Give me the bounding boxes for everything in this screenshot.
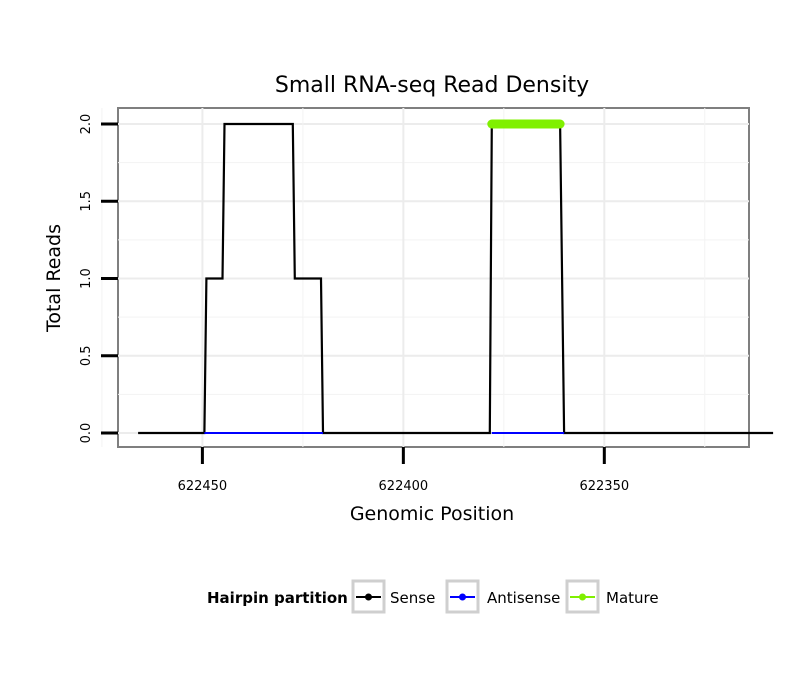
x-tick-label: 622350 [579, 479, 629, 494]
legend-key-dot [459, 593, 466, 601]
y-axis-title: Total Reads [43, 224, 65, 333]
legend-title: Hairpin partition [207, 589, 348, 607]
legend-key-dot [365, 593, 372, 601]
legend-label: Sense [390, 589, 435, 607]
y-tick-label: 1.0 [79, 268, 94, 289]
legend-item-antisense: Antisense [445, 579, 560, 614]
series-layer [138, 119, 774, 435]
legend: Hairpin partition Sense Antisense Mature [207, 579, 659, 614]
legend-item-mature: Mature [565, 579, 659, 614]
y-axis: 0.0 0.5 1.0 1.5 2.0 [79, 114, 118, 444]
x-axis-title: Genomic Position [350, 503, 514, 525]
x-axis: 622450 622400 622350 [178, 447, 629, 494]
legend-label: Antisense [487, 589, 560, 607]
y-tick-label: 1.5 [79, 191, 94, 212]
chart-title: Small RNA-seq Read Density [275, 73, 589, 98]
y-tick-label: 0.0 [79, 423, 94, 444]
legend-item-sense: Sense [351, 579, 435, 614]
legend-key-dot [579, 593, 586, 601]
y-tick-label: 2.0 [79, 114, 94, 135]
y-tick-label: 0.5 [79, 345, 94, 366]
x-tick-label: 622450 [178, 479, 228, 494]
legend-label: Mature [606, 589, 659, 607]
x-tick-label: 622400 [379, 479, 429, 494]
